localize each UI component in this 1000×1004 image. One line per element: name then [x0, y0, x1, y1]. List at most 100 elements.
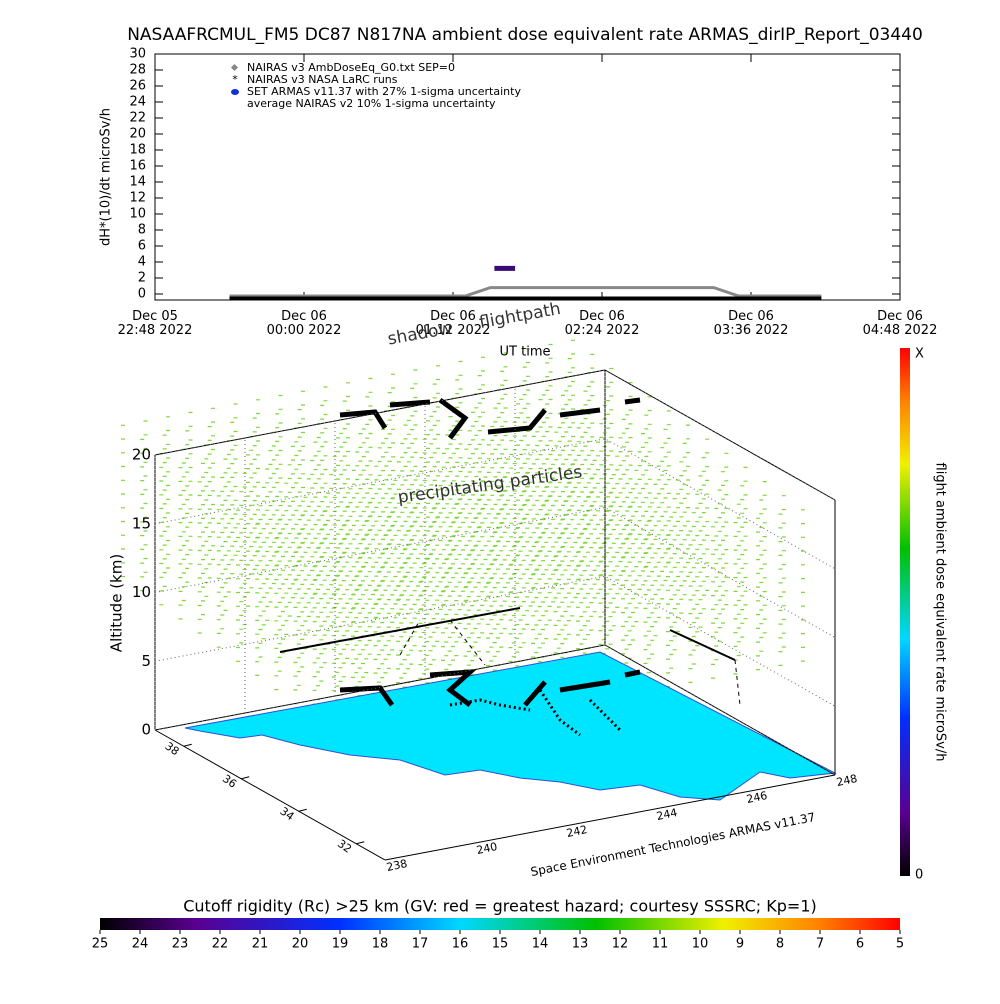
colorbar-tick-label: 13: [572, 937, 589, 952]
y-tick-label: 28: [129, 63, 146, 78]
colorbar-tick-label: 11: [652, 937, 669, 952]
annotation: flightpath: [478, 299, 563, 333]
flight-mid-track: [279, 607, 736, 661]
y-tick-label: 2: [138, 271, 146, 286]
footer: Space Environment Technologies ARMAS v11…: [529, 810, 816, 879]
x-tick-label: 240: [475, 840, 498, 857]
flight-shadow-track: [449, 689, 622, 737]
colorbar-tick-label: 14: [532, 937, 549, 952]
x-tick-label: 238: [385, 857, 408, 874]
legend-symbol: [231, 89, 239, 95]
x-tick-label: Dec 06 01:12 2022: [416, 309, 491, 338]
colorbar-tick-label: 10: [692, 937, 709, 952]
colorbar-tick-label: 16: [452, 937, 469, 952]
map-floor: [184, 651, 837, 801]
colorbar-tick-label: 12: [612, 937, 629, 952]
colorbar-tick-label: 8: [776, 937, 784, 952]
rigidity-colorbar: [100, 918, 900, 930]
legend-label: NAIRAS v3 AmbDoseEq_G0.txt SEP=0: [247, 61, 455, 74]
grid-line: [154, 644, 836, 776]
colorbar-tick-label: 18: [372, 937, 389, 952]
x-tick-label: 248: [835, 772, 858, 789]
z-tick-label: 15: [132, 514, 151, 532]
y-tick-label: 30: [129, 47, 146, 62]
colorbar-tick-label: 20: [292, 937, 309, 952]
y-tick-label: 6: [138, 239, 146, 254]
y-tick-label: 14: [129, 175, 146, 190]
colorbar-tick-label: 9: [736, 937, 744, 952]
box-edge: [154, 729, 386, 861]
box-edge: [604, 369, 836, 501]
y-tick-label: 26: [129, 79, 146, 94]
y-tick-label: 34: [278, 805, 297, 824]
flight-drop-lines: [399, 619, 741, 706]
z-tick-label: 0: [141, 721, 151, 739]
z-axis-label: Altitude (km): [108, 554, 126, 652]
x-tick-label: 246: [745, 789, 768, 806]
colorbar-tick-label: 6: [856, 937, 864, 952]
particle-field: [121, 339, 805, 747]
colorbar-tick-label: 23: [172, 937, 189, 952]
colorbar-tick-label: 15: [492, 937, 509, 952]
grid-line: [154, 438, 836, 570]
legend-label: NAIRAS v3 NASA LaRC runs: [247, 73, 398, 86]
colorbar-tick-label: 7: [816, 937, 824, 952]
y-tick-label: 16: [129, 159, 146, 174]
dose-colorbar: [900, 348, 910, 876]
y-axis-label: dH*(10)/dt microSv/h: [99, 108, 114, 246]
y-tick: [298, 808, 307, 812]
colorbar-tick-label: 19: [332, 937, 349, 952]
colorbar-tick-label: 17: [412, 937, 429, 952]
y-tick: [241, 776, 250, 780]
annotation: shadow: [386, 318, 454, 349]
grid-line: [154, 506, 836, 638]
chart-title: NASAAFRCMUL_FM5 DC87 N817NA ambient dose…: [127, 25, 923, 45]
x-tick-label: Dec 06 04:48 2022: [863, 309, 938, 338]
colorbar-tick-label: 21: [252, 937, 269, 952]
y-tick-label: 22: [129, 111, 146, 126]
y-tick-label: 8: [138, 223, 146, 238]
x-tick-label: Dec 05 22:48 2022: [118, 309, 193, 338]
legend-symbol: *: [232, 73, 238, 86]
y-tick-label: 24: [129, 95, 146, 110]
box-edge: [604, 644, 836, 776]
y-tick-label: 10: [129, 207, 146, 222]
colorbar-title: Cutoff rigidity (Rc) >25 km (GV: red = g…: [183, 897, 817, 916]
x-tick-label: Dec 06 02:24 2022: [565, 309, 640, 338]
y-tick-label: 4: [138, 255, 146, 270]
grid-line: [154, 369, 836, 501]
colorbar-tick-label: 25: [92, 937, 109, 952]
box-edge: [384, 774, 836, 861]
legend-label: average NAIRAS v2 10% 1-sigma uncertaint…: [247, 97, 496, 110]
x-axis-label: UT time: [500, 345, 551, 360]
colorbar-tick-label: 24: [132, 937, 149, 952]
legend-symbol: [230, 63, 239, 72]
x-tick-label: Dec 06 00:00 2022: [267, 309, 342, 338]
y-tick-label: 36: [220, 772, 239, 791]
x-tick-label: Dec 06 03:36 2022: [714, 309, 789, 338]
z-tick-label: 10: [132, 583, 151, 601]
colorbar-title: flight ambient dose equivalent rate micr…: [933, 463, 948, 762]
series-line: [229, 286, 822, 298]
z-tick-label: 20: [132, 446, 151, 464]
y-tick-label: 32: [335, 837, 354, 856]
y-tick-label: 12: [129, 191, 146, 206]
colorbar-label: 0: [915, 868, 923, 883]
y-tick-label: 20: [129, 127, 146, 142]
y-tick: [183, 743, 192, 747]
legend-label: SET ARMAS v11.37 with 27% 1-sigma uncert…: [247, 85, 521, 98]
grid-line: [154, 575, 836, 707]
z-tick-label: 5: [141, 652, 151, 670]
colorbar-tick-label: 5: [896, 937, 904, 952]
plot-frame: [154, 53, 901, 301]
y-tick-label: 0: [138, 287, 146, 302]
flight-path: [339, 397, 641, 440]
y-tick: [356, 841, 365, 845]
x-tick-label: 244: [655, 806, 678, 823]
colorbar-tick-label: 22: [212, 937, 229, 952]
y-tick-label: 38: [163, 740, 182, 759]
x-tick-label: 242: [565, 823, 588, 840]
colorbar-label: X: [915, 347, 924, 362]
y-tick-label: 18: [129, 143, 146, 158]
